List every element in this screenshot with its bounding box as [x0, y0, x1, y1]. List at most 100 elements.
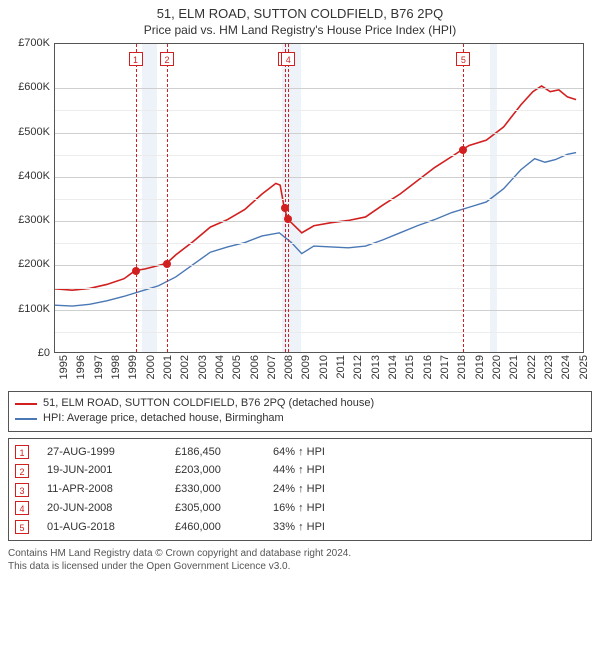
x-tick-label: 1999	[127, 355, 139, 379]
sales-badge: 1	[15, 445, 29, 459]
sale-marker-line	[285, 44, 286, 352]
sales-row: 311-APR-2008£330,00024% ↑ HPI	[15, 480, 585, 499]
y-tick-label: £300K	[18, 214, 50, 226]
sales-date: 27-AUG-1999	[47, 443, 157, 462]
x-tick-label: 2001	[162, 355, 174, 379]
gridline-h-minor	[55, 155, 583, 156]
footer-line: This data is licensed under the Open Gov…	[8, 560, 592, 573]
sale-marker-line	[136, 44, 137, 352]
sale-point	[132, 267, 140, 275]
x-tick-label: 2000	[145, 355, 157, 379]
x-tick-label: 1996	[75, 355, 87, 379]
x-tick-label: 2004	[214, 355, 226, 379]
x-tick-label: 2015	[404, 355, 416, 379]
sales-badge: 5	[15, 520, 29, 534]
sale-marker-line	[167, 44, 168, 352]
chart-area: £0£100K£200K£300K£400K£500K£600K£700K 12…	[8, 43, 592, 385]
sales-price: £330,000	[175, 480, 255, 499]
y-tick-label: £0	[38, 347, 50, 359]
footer: Contains HM Land Registry data © Crown c…	[8, 547, 592, 573]
gridline-h-minor	[55, 332, 583, 333]
legend-row: 51, ELM ROAD, SUTTON COLDFIELD, B76 2PQ …	[15, 396, 585, 411]
sale-marker-line	[288, 44, 289, 352]
sales-badge: 4	[15, 501, 29, 515]
sales-date: 19-JUN-2001	[47, 461, 157, 480]
sale-marker-line	[463, 44, 464, 352]
sales-date: 11-APR-2008	[47, 480, 157, 499]
x-tick-label: 2017	[439, 355, 451, 379]
sales-row: 5 01-AUG-2018 £460,000 33% ↑ HPI	[15, 518, 585, 537]
sales-price: £186,450	[175, 443, 255, 462]
legend-label: HPI: Average price, detached house, Birm…	[43, 411, 284, 426]
page-title: 51, ELM ROAD, SUTTON COLDFIELD, B76 2PQ	[8, 6, 592, 21]
gridline-h-minor	[55, 110, 583, 111]
legend-label: 51, ELM ROAD, SUTTON COLDFIELD, B76 2PQ …	[43, 396, 374, 411]
sales-price: £460,000	[175, 518, 255, 537]
legend: 51, ELM ROAD, SUTTON COLDFIELD, B76 2PQ …	[8, 391, 592, 432]
x-tick-label: 2009	[300, 355, 312, 379]
plot: 12345	[54, 43, 584, 353]
x-tick-label: 2021	[508, 355, 520, 379]
gridline-h-minor	[55, 288, 583, 289]
footer-line: Contains HM Land Registry data © Crown c…	[8, 547, 592, 560]
sale-marker-badge: 2	[160, 52, 174, 66]
sales-relative: 33% ↑ HPI	[273, 518, 585, 537]
x-tick-label: 2022	[526, 355, 538, 379]
sales-price: £305,000	[175, 499, 255, 518]
sale-marker-badge: 5	[456, 52, 470, 66]
x-tick-label: 1998	[110, 355, 122, 379]
page-subtitle: Price paid vs. HM Land Registry's House …	[8, 23, 592, 37]
x-tick-label: 2005	[231, 355, 243, 379]
x-tick-label: 2007	[266, 355, 278, 379]
y-tick-label: £600K	[18, 81, 50, 93]
y-tick-label: £500K	[18, 126, 50, 138]
sales-date: 20-JUN-2008	[47, 499, 157, 518]
sale-point	[459, 146, 467, 154]
x-tick-label: 2018	[456, 355, 468, 379]
sale-marker-badge: 4	[281, 52, 295, 66]
gridline-h-minor	[55, 199, 583, 200]
sales-relative: 16% ↑ HPI	[273, 499, 585, 518]
y-tick-label: £100K	[18, 303, 50, 315]
sales-relative: 64% ↑ HPI	[273, 443, 585, 462]
legend-swatch	[15, 403, 37, 405]
sales-badge: 3	[15, 483, 29, 497]
sale-marker-badge: 1	[129, 52, 143, 66]
legend-row: HPI: Average price, detached house, Birm…	[15, 411, 585, 426]
gridline-h	[55, 265, 583, 266]
x-tick-label: 1997	[93, 355, 105, 379]
x-tick-label: 2020	[491, 355, 503, 379]
legend-swatch	[15, 418, 37, 420]
x-tick-label: 2003	[197, 355, 209, 379]
sales-row: 219-JUN-2001£203,00044% ↑ HPI	[15, 461, 585, 480]
sales-row: 1 27-AUG-1999 £186,450 64% ↑ HPI	[15, 443, 585, 462]
gridline-h	[55, 88, 583, 89]
x-tick-label: 2019	[474, 355, 486, 379]
x-tick-label: 2016	[422, 355, 434, 379]
gridline-h	[55, 133, 583, 134]
x-tick-label: 2025	[578, 355, 590, 379]
series-property	[55, 86, 576, 290]
sales-badge: 2	[15, 464, 29, 478]
x-tick-label: 2014	[387, 355, 399, 379]
y-tick-label: £200K	[18, 258, 50, 270]
y-tick-label: £700K	[18, 37, 50, 49]
sale-point	[284, 215, 292, 223]
sales-row: 4 20-JUN-2008 £305,000 16% ↑ HPI	[15, 499, 585, 518]
gridline-h	[55, 310, 583, 311]
x-tick-label: 2010	[318, 355, 330, 379]
x-tick-label: 2023	[543, 355, 555, 379]
sales-date: 01-AUG-2018	[47, 518, 157, 537]
sales-relative: 44% ↑ HPI	[273, 461, 585, 480]
x-tick-label: 2006	[249, 355, 261, 379]
x-tick-label: 2008	[283, 355, 295, 379]
y-tick-label: £400K	[18, 170, 50, 182]
x-axis: 1995199619971998199920002001200220032004…	[54, 353, 584, 385]
x-tick-label: 2012	[352, 355, 364, 379]
gridline-h-minor	[55, 243, 583, 244]
y-axis: £0£100K£200K£300K£400K£500K£600K£700K	[8, 43, 54, 353]
sale-point	[163, 260, 171, 268]
gridline-h	[55, 221, 583, 222]
sales-table: 1 27-AUG-1999 £186,450 64% ↑ HPI 2 19-JUN-200…	[8, 438, 592, 541]
series-hpi	[55, 153, 576, 307]
